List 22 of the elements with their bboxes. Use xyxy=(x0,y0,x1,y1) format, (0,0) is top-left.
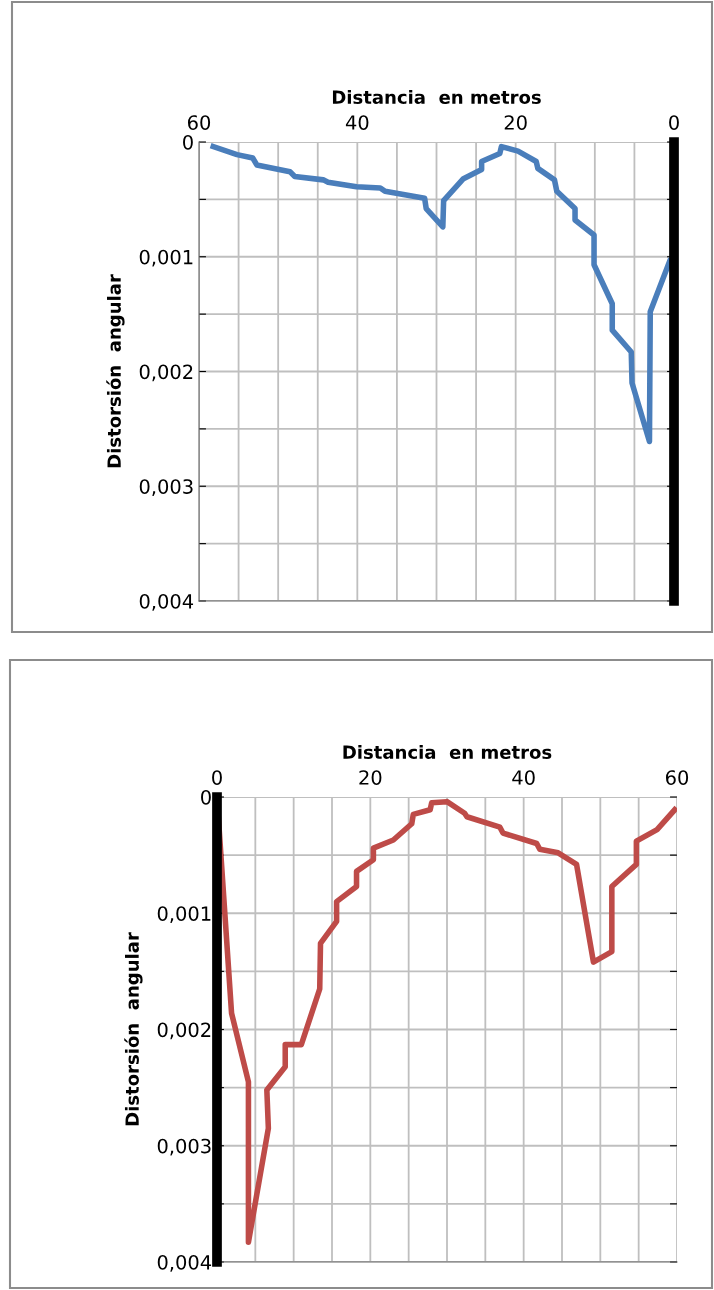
y-tick-label: 0,004 xyxy=(139,593,194,611)
x-axis-title: Distancia en metros xyxy=(332,90,541,104)
x-tick-label: 60 xyxy=(187,115,211,130)
y-tick-label: 0,004 xyxy=(157,1254,212,1272)
y-tick-label: 0 xyxy=(183,134,193,150)
x-tick-label: 60 xyxy=(665,770,689,785)
y-tick-label: 0,001 xyxy=(157,906,211,923)
x-tick-label: 40 xyxy=(512,770,535,785)
y-tick-label: 0,003 xyxy=(157,1138,211,1156)
y-tick-label: 0,002 xyxy=(139,364,193,382)
y-axis-title: Distorsión angular xyxy=(124,932,143,1126)
x-tick-label: 0 xyxy=(212,770,222,785)
y-tick-label: 0,002 xyxy=(157,1022,211,1040)
y-tick-label: 0,001 xyxy=(139,249,193,267)
y-axis-title: Distorsión angular xyxy=(106,274,125,468)
x-tick-label: 20 xyxy=(359,770,382,785)
y-tick-label: 0,003 xyxy=(139,479,193,496)
x-tick-label: 0 xyxy=(669,115,679,130)
x-tick-label: 40 xyxy=(345,115,369,130)
x-tick-label: 20 xyxy=(504,115,527,130)
x-axis-title: Distancia en metros xyxy=(343,745,552,759)
y-tick-label: 0 xyxy=(201,789,211,805)
